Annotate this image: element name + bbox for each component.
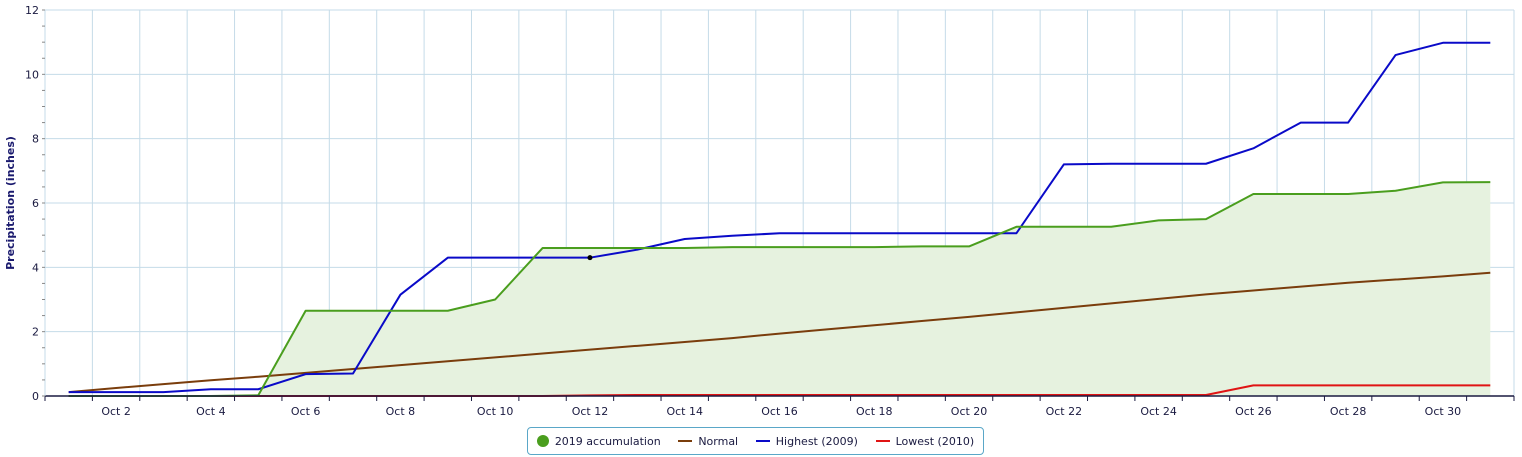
legend-line-icon [755,440,770,442]
x-tick-label: Oct 28 [1330,405,1367,418]
legend-label: 2019 accumulation [554,434,661,448]
y-tick-label: 12 [25,4,39,17]
series-lines [68,41,1491,397]
y-tick-label: 0 [32,390,39,403]
legend-item[interactable]: 2019 accumulation [536,434,661,448]
y-tick-labels: 0 2 4 6 8 10 12 [25,4,39,403]
x-tick-label: Oct 2 [101,405,131,418]
accumulation-area [68,182,1491,396]
y-tick-label: 8 [32,133,39,146]
axes [42,9,1515,401]
legend-label: Normal [698,434,739,448]
legend-label: Highest (2009) [775,434,858,448]
x-tick-label: Oct 26 [1235,405,1272,418]
legend-line-icon [678,440,693,442]
x-tick-label: Oct 20 [951,405,988,418]
normal-line [68,271,1491,394]
legend-item[interactable]: Highest (2009) [755,434,858,448]
x-tick-labels: Oct 2 Oct 4 Oct 6 Oct 8 Oct 10 Oct 12 Oct 14 Oc… [101,405,1461,418]
x-tick-label: Oct 12 [572,405,609,418]
x-tick-label: Oct 18 [856,405,893,418]
highest-2009-line [68,41,1491,394]
x-tick-label: Oct 14 [666,405,703,418]
2019-accumulation-line [68,181,1491,397]
legend-label: Lowest (2010) [895,434,975,448]
legend-item[interactable]: Normal [678,435,738,448]
legend-item[interactable]: Lowest (2010) [875,434,975,448]
x-tick-label: Oct 24 [1140,405,1177,418]
legend-line-icon [875,440,890,442]
x-tick-label: Oct 30 [1425,405,1462,418]
y-tick-label: 6 [32,197,39,210]
legend-dot-icon [536,435,549,447]
x-tick-label: Oct 16 [761,405,798,418]
x-tick-label: Oct 4 [196,405,226,418]
x-tick-label: Oct 22 [1046,405,1083,418]
x-tick-label: Oct 10 [477,405,514,418]
legend: 2019 accumulation Normal Highest (2009) Low… [527,427,984,455]
y-tick-label: 2 [32,326,39,339]
y-tick-label: 10 [25,68,39,81]
x-tick-label: Oct 8 [386,405,416,418]
area-layer [68,182,1491,396]
y-axis-label: Precipitation (inches) [4,136,17,270]
x-tick-label: Oct 6 [291,405,321,418]
highlight-point [587,255,593,261]
y-tick-label: 4 [32,261,39,274]
